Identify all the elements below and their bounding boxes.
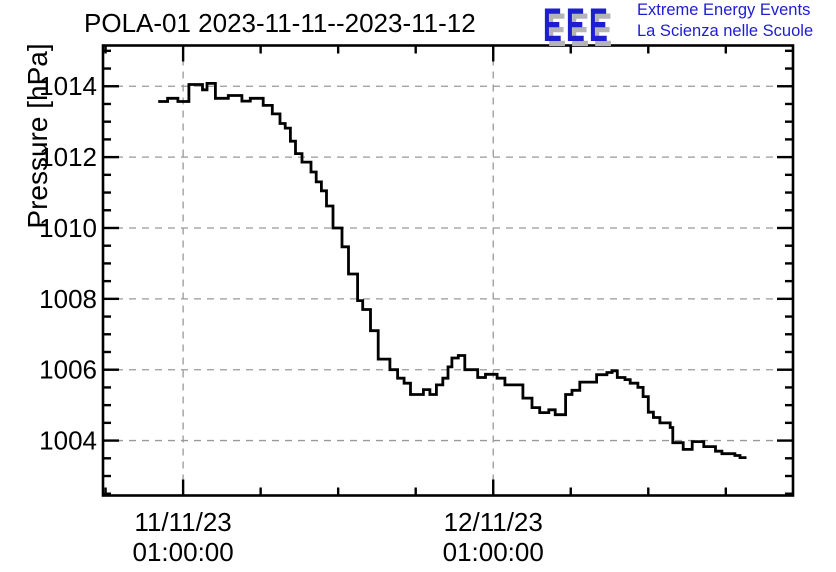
tick-label: 1008 [39, 284, 97, 314]
gridlines [103, 45, 793, 496]
eee-logo-line1: Extreme Energy Events [637, 1, 811, 19]
tick-label: 1006 [39, 355, 97, 385]
y-axis-title: Pressure [hPa] [22, 43, 53, 229]
tick-label: 1012 [39, 142, 97, 172]
tick-label: 1014 [39, 71, 97, 101]
eee-logo-text: Extreme Energy Events La Scienza nelle S… [637, 0, 813, 42]
tick-label: 01:00:00 [133, 537, 234, 567]
pressure-step-line [158, 82, 747, 459]
eee-logo-line2: La Scienza nelle Scuole [637, 22, 814, 40]
tick-label: 1010 [39, 213, 97, 243]
tick-label: 12/11/23 [444, 507, 543, 537]
axis-ticks [103, 45, 793, 496]
tick-labels: 10041006100810101012101411/11/2301:00:00… [39, 71, 544, 567]
eee-logo: EEE Extreme Energy Events La Scienza nel… [0, 0, 836, 52]
data-series [158, 82, 747, 459]
chart-title: POLA-01 2023-11-11--2023-11-12 [84, 8, 476, 38]
axes-frame [101, 44, 795, 497]
eee-logo-letters: EEE [543, 0, 613, 51]
tick-label: 1004 [39, 426, 97, 456]
tick-label: 01:00:00 [443, 537, 544, 567]
tick-label: 11/11/23 [134, 507, 231, 537]
